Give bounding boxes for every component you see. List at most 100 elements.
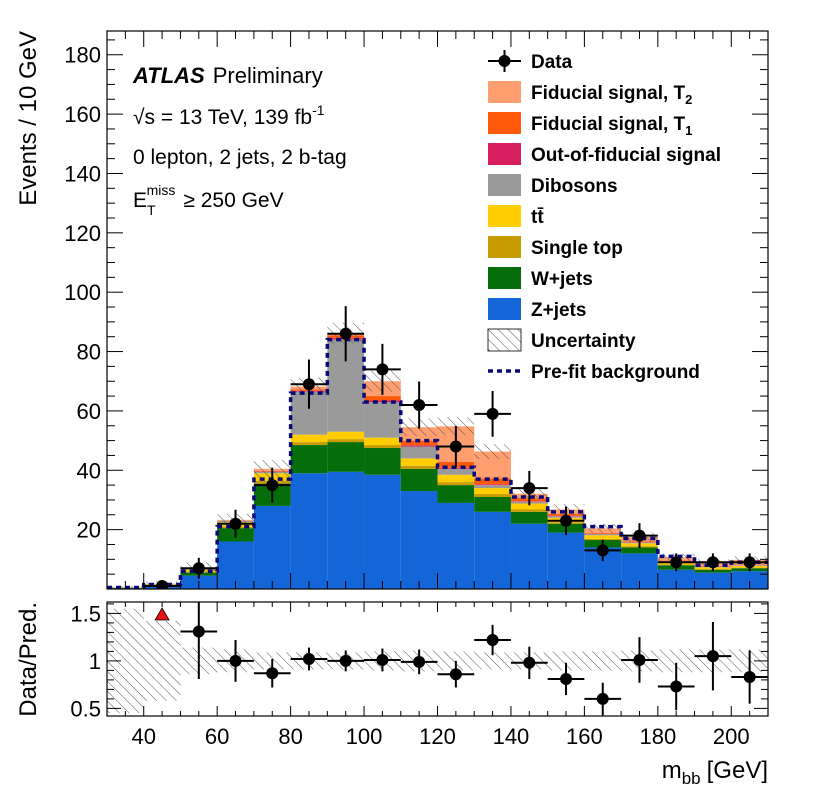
x-tick-label-100: 100: [346, 724, 383, 749]
uncertainty-band-bin-10: [474, 444, 511, 459]
legend-swatch: [488, 174, 521, 196]
data-marker: [597, 544, 609, 556]
data-marker: [560, 515, 572, 527]
y-tick-label-100: 100: [64, 280, 101, 305]
bar-z-jets-11: [511, 524, 548, 589]
bar-tt-7: [364, 438, 401, 445]
bar-single-top-9: [438, 482, 475, 485]
legend-label: Dibosons: [531, 176, 618, 197]
bar-dibosons-9: [438, 469, 475, 475]
ratio-point-14: [695, 622, 732, 690]
data-point-9: [474, 391, 511, 437]
x-axis-label-unit: [GeV]: [707, 757, 768, 784]
y-axis-label: Events / 10 GeV: [15, 31, 42, 206]
svg-text:√s = 13 TeV, 139 fb-1: √s = 13 TeV, 139 fb-1: [133, 102, 325, 129]
x-tick-label-140: 140: [493, 724, 530, 749]
bar-w-jets-6: [327, 442, 364, 472]
bar-tt-8: [401, 458, 438, 465]
legend-swatch: [488, 205, 521, 227]
met-t: T: [147, 202, 156, 218]
ratio-marker: [523, 657, 535, 669]
data-marker: [523, 482, 535, 494]
ratio-marker: [340, 655, 352, 667]
legend-hatch-swatch: [488, 329, 521, 351]
y-tick-label-60: 60: [77, 399, 101, 424]
y-tick-label-80: 80: [77, 340, 101, 365]
legend-data-marker: [499, 55, 511, 67]
legend-swatch: [488, 143, 521, 165]
bar-tt-6: [327, 432, 364, 439]
bar-tt-5: [291, 435, 328, 442]
legend-item-single-top: Single top: [488, 236, 623, 259]
bar-out-of-fiducial-signal-8: [401, 445, 438, 446]
x-tick-label-160: 160: [566, 724, 603, 749]
ratio-marker: [560, 673, 572, 685]
legend-item-dibosons: Dibosons: [488, 174, 618, 197]
bar-out-of-fiducial-signal-10: [474, 484, 511, 485]
bar-z-jets-8: [401, 491, 438, 589]
legend-label: tt̄: [531, 207, 544, 228]
ratio-point-12: [621, 637, 658, 683]
data-marker: [487, 408, 499, 420]
bar-z-jets-7: [364, 475, 401, 589]
legend-label: Fiducial signal, T2: [531, 83, 692, 107]
bar-single-top-11: [511, 509, 548, 511]
ratio-point-8: [474, 625, 511, 655]
data-marker: [230, 518, 242, 530]
legend-label: Fiducial signal, T1: [531, 114, 692, 138]
svg-text:ETmiss≥ 250 GeV: ETmiss≥ 250 GeV: [133, 182, 284, 218]
ratio-marker: [303, 653, 315, 665]
ratio-overflow-marker: [155, 608, 169, 620]
met-cut: ≥ 250 GeV: [183, 189, 283, 212]
y-tick-label-120: 120: [64, 221, 101, 246]
y-tick-label-160: 160: [64, 102, 101, 127]
x-tick-label-180: 180: [639, 724, 676, 749]
data-marker: [670, 556, 682, 568]
x-tick-label-120: 120: [419, 724, 456, 749]
bar-fiducial-signal-t1-13: [584, 533, 621, 534]
ratio-marker: [413, 656, 425, 668]
energy-lumi: √s = 13 TeV, 139 fb: [133, 106, 312, 129]
legend-label: Data: [531, 52, 573, 73]
ratio-marker: [597, 693, 609, 705]
met-e: E: [133, 189, 147, 212]
ratio-marker: [376, 654, 388, 666]
y-tick-label-180: 180: [64, 43, 101, 68]
legend-swatch: [488, 298, 521, 320]
bar-z-jets-4: [254, 506, 291, 589]
data-marker: [450, 441, 462, 453]
x-axis-label: mbb[GeV]: [662, 757, 768, 788]
legend-item-z-jets: Z+jets: [488, 298, 586, 321]
ratio-marker: [744, 671, 756, 683]
atlas-status: Preliminary: [213, 63, 323, 88]
bar-tt-10: [474, 488, 511, 494]
bar-single-top-5: [291, 442, 328, 445]
legend-swatch: [488, 81, 521, 103]
ratio-marker: [633, 654, 645, 666]
data-marker: [707, 556, 719, 568]
x-tick-label-200: 200: [713, 724, 750, 749]
ratio-marker: [707, 650, 719, 662]
ratio-marker: [670, 681, 682, 693]
legend-item-w-jets: W+jets: [488, 267, 593, 290]
ratio-marker: [266, 667, 278, 679]
legend-swatch: [488, 236, 521, 258]
data-marker: [744, 556, 756, 568]
legend-label: Out-of-fiducial signal: [531, 145, 721, 166]
main-panel: [107, 306, 768, 592]
legend: Data Fiducial signal, T2 Fiducial signal, …: [488, 50, 721, 383]
bar-dibosons-7: [364, 402, 401, 438]
x-axis-label-main: m: [662, 757, 682, 784]
bar-single-top-10: [474, 494, 511, 497]
legend-label: W+jets: [531, 269, 593, 290]
legend-item-data: Data: [488, 50, 573, 73]
data-marker: [376, 363, 388, 375]
bar-dibosons-13: [584, 534, 621, 535]
bar-dibosons-8: [401, 447, 438, 459]
data-marker: [266, 479, 278, 491]
ratio-point-1: [217, 640, 254, 682]
data-marker: [413, 399, 425, 411]
bar-dibosons-10: [474, 485, 511, 488]
